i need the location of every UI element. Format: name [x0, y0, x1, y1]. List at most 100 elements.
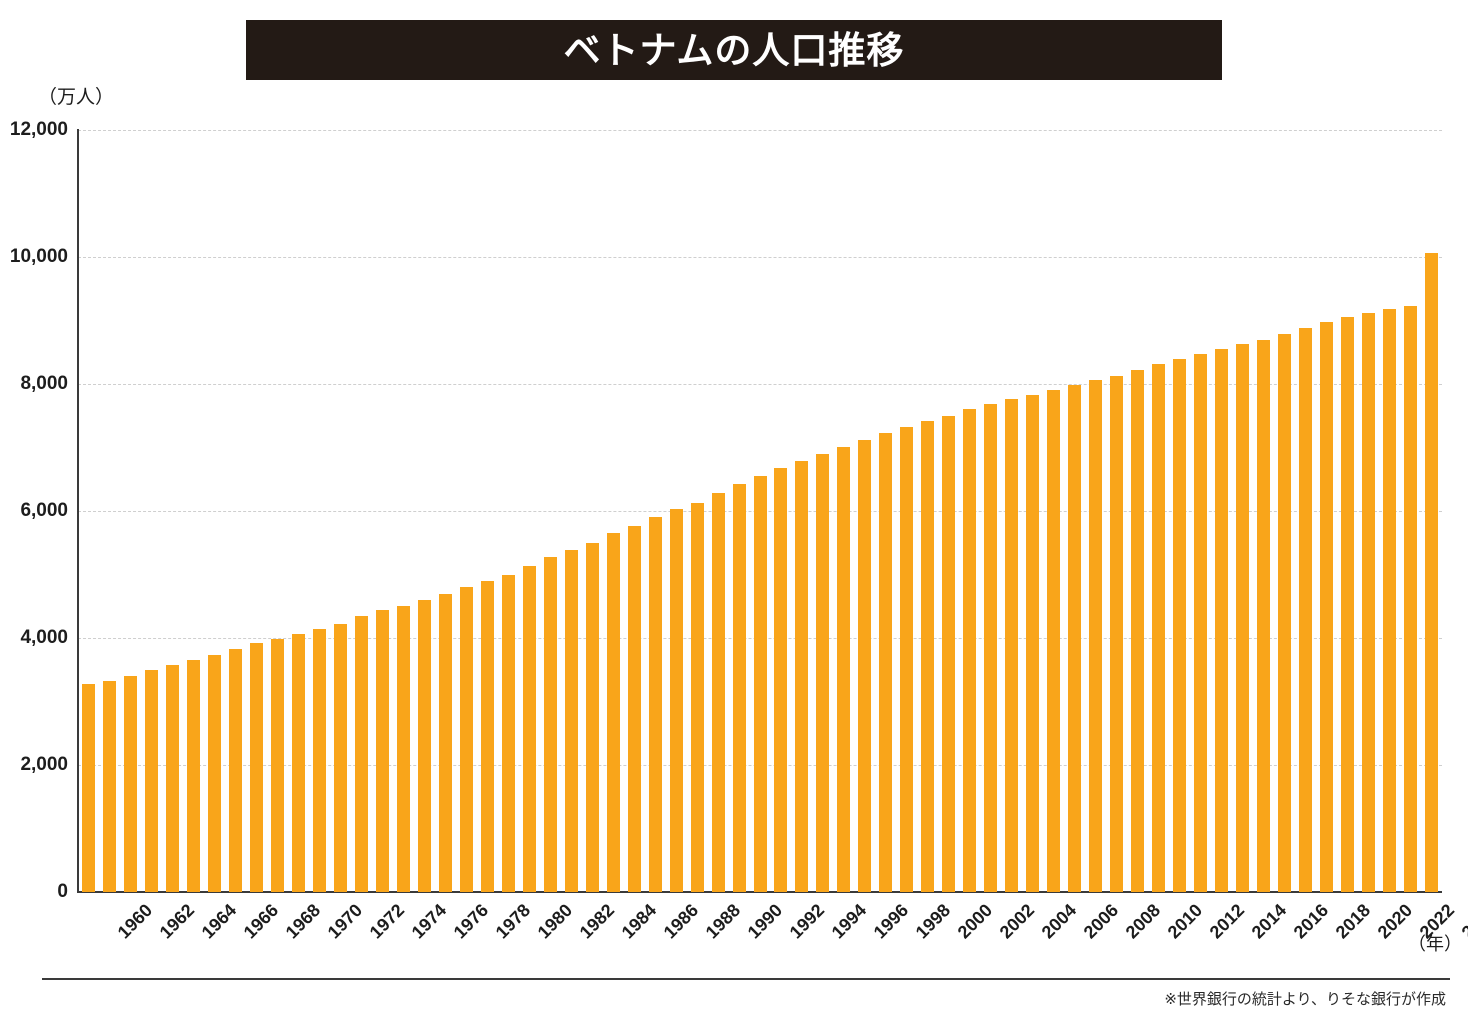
bar[interactable] — [1110, 375, 1124, 892]
bar[interactable] — [1173, 359, 1187, 892]
x-axis-tick-label: 1984 — [617, 900, 661, 943]
bar[interactable] — [963, 409, 977, 892]
bar[interactable] — [921, 421, 935, 892]
bar[interactable] — [375, 610, 389, 892]
x-axis-unit-label: （年） — [1408, 934, 1462, 954]
gridline — [78, 257, 1442, 258]
x-axis-tick-label: 1960 — [114, 900, 157, 943]
y-axis-line — [77, 129, 79, 892]
x-axis-tick-label: 1988 — [701, 900, 745, 943]
bar[interactable] — [354, 616, 368, 892]
bar[interactable] — [1278, 333, 1292, 892]
bar[interactable] — [564, 550, 578, 892]
bar[interactable] — [1005, 398, 1019, 892]
bar[interactable] — [522, 566, 536, 892]
chart-plot-area: 0 2,000 4,000 6,000 8,000 10,000 12,000 — [10, 119, 1442, 902]
bar[interactable] — [753, 476, 767, 892]
bar[interactable] — [291, 633, 305, 892]
y-axis-tick-label: 2,000 — [20, 754, 68, 775]
bar[interactable] — [1257, 339, 1271, 892]
bar[interactable] — [249, 643, 263, 892]
bar[interactable] — [1341, 316, 1355, 892]
gridline — [78, 130, 1442, 131]
bar[interactable] — [774, 468, 788, 892]
bar[interactable] — [417, 599, 431, 892]
source-note: ※世界銀行の統計より、りそな銀行が作成 — [1164, 991, 1446, 1008]
bar[interactable] — [1320, 322, 1334, 892]
x-axis-tick-label: 1990 — [743, 900, 787, 943]
bar[interactable] — [333, 624, 347, 892]
gridline — [78, 384, 1442, 385]
bar[interactable] — [1026, 394, 1040, 892]
bar[interactable] — [81, 684, 95, 892]
x-axis-tick-label: 1964 — [198, 900, 241, 943]
bar[interactable] — [879, 432, 893, 892]
x-axis-tick-label: 1972 — [366, 900, 409, 943]
bar[interactable] — [270, 638, 284, 892]
bar[interactable] — [1068, 385, 1082, 892]
bar[interactable] — [732, 484, 746, 892]
x-axis-tick-label: 2014 — [1247, 900, 1290, 943]
bar[interactable] — [144, 670, 158, 892]
bar[interactable] — [1404, 305, 1418, 892]
y-axis-tick-label: 12,000 — [9, 119, 68, 140]
bar[interactable] — [396, 605, 410, 892]
bar[interactable] — [501, 574, 515, 892]
x-axis-tick-label: 2010 — [1163, 900, 1206, 943]
bar[interactable] — [438, 593, 452, 892]
bar[interactable] — [627, 526, 641, 892]
bar[interactable] — [1299, 327, 1313, 892]
bar-series — [78, 130, 1442, 892]
x-axis-ticks: 1960 1962 1964 1966 1968 1970 1972 1974 1976 1978… — [78, 892, 1468, 962]
bar[interactable] — [165, 665, 179, 892]
bar[interactable] — [816, 453, 830, 892]
y-axis-tick-label: 10,000 — [9, 246, 68, 267]
bar[interactable] — [648, 517, 662, 892]
bar[interactable] — [1131, 370, 1145, 892]
page-title: ベトナムの人口推移 — [563, 29, 905, 71]
x-axis-tick-label: 1996 — [869, 900, 913, 943]
bar[interactable] — [1362, 312, 1376, 892]
bar[interactable] — [228, 648, 242, 892]
bar[interactable] — [606, 533, 620, 892]
bar[interactable] — [102, 681, 116, 892]
bar[interactable] — [858, 439, 872, 892]
bar[interactable] — [795, 460, 809, 892]
bar[interactable] — [984, 404, 998, 892]
bar[interactable] — [900, 426, 914, 892]
x-axis-tick-label: 1980 — [533, 900, 577, 943]
bar[interactable] — [186, 660, 200, 892]
x-axis-tick-label: 2008 — [1121, 900, 1164, 943]
x-axis-tick-label: 1986 — [659, 900, 703, 943]
bar[interactable] — [1152, 363, 1166, 892]
bar[interactable] — [207, 654, 221, 892]
x-axis-tick-label: 1982 — [575, 900, 619, 943]
bar[interactable] — [459, 587, 473, 892]
bar[interactable] — [837, 446, 851, 892]
x-axis-tick-label: 1992 — [785, 900, 829, 943]
bar[interactable] — [585, 543, 599, 892]
x-axis-tick-label: 1978 — [491, 900, 535, 943]
bar[interactable] — [1194, 354, 1208, 892]
bar[interactable] — [312, 629, 326, 892]
x-axis-tick-label: 1966 — [240, 900, 283, 943]
plot-frame: 0 2,000 4,000 6,000 8,000 10,000 12,000 — [10, 119, 1442, 902]
bar[interactable] — [1047, 390, 1061, 892]
x-axis-tick-label: 1998 — [911, 900, 955, 943]
x-axis-line — [77, 891, 1442, 893]
bar[interactable] — [1089, 380, 1103, 892]
bar[interactable] — [942, 415, 956, 892]
bar[interactable] — [1383, 309, 1397, 892]
y-axis-unit-label: （万人） — [38, 87, 115, 108]
bar[interactable] — [690, 503, 704, 892]
bar[interactable] — [669, 509, 683, 892]
bar[interactable] — [1215, 349, 1229, 892]
x-axis-tick-label: 1962 — [156, 900, 199, 943]
bar[interactable] — [480, 580, 494, 892]
bar[interactable] — [1236, 344, 1250, 892]
y-axis-tick-label: 4,000 — [20, 627, 68, 648]
bar[interactable] — [711, 492, 725, 892]
bar[interactable] — [1425, 253, 1438, 892]
bar[interactable] — [543, 557, 557, 892]
bar[interactable] — [123, 676, 137, 892]
